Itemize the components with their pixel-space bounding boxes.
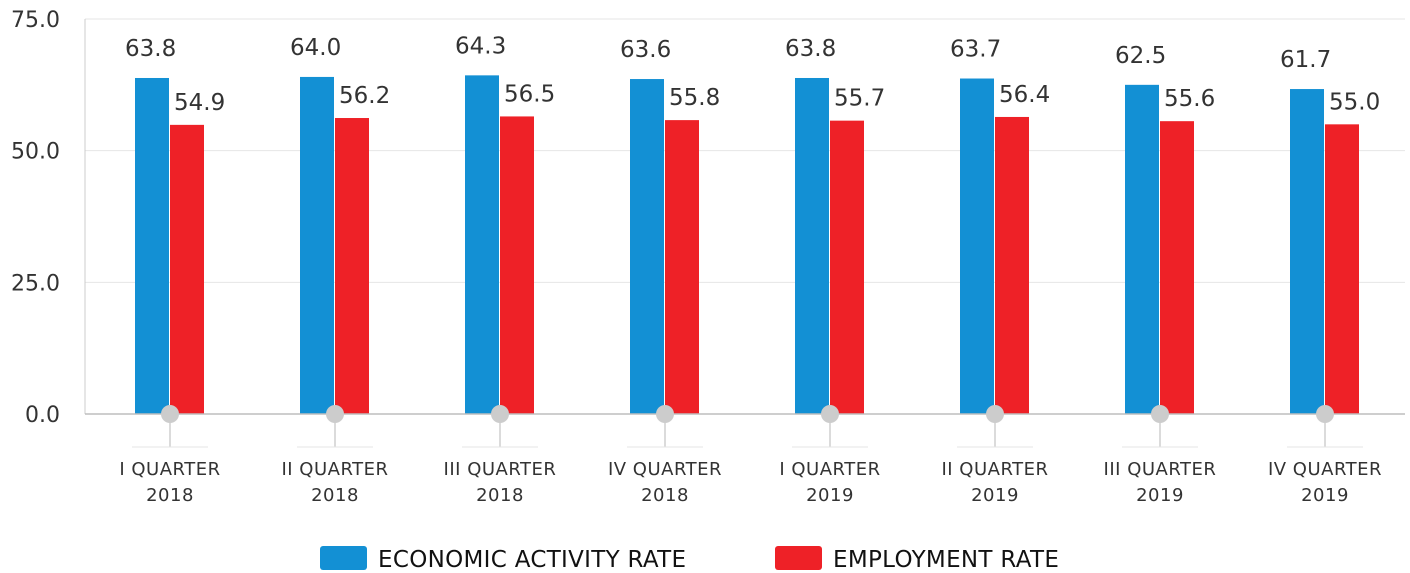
bars: 63.8 64.0 64.3 63.6 63.8 63.7 62.5 61.7 54.9 56.2…	[125, 33, 1380, 415]
x-tick-marker	[491, 405, 509, 423]
bar-employment	[1160, 121, 1194, 414]
x-tick-label: I QUARTER	[119, 459, 220, 480]
x-tick-label-year: 2018	[476, 485, 524, 506]
legend-label: EMPLOYMENT RATE	[833, 547, 1059, 573]
data-label: 64.3	[455, 33, 506, 59]
bar-economic-activity	[300, 76, 334, 414]
x-tick-label-year: 2019	[1136, 485, 1184, 506]
x-tick-label-year: 2018	[146, 485, 194, 506]
data-label: 61.7	[1280, 47, 1331, 73]
bar-employment	[830, 120, 864, 414]
bar-employment	[335, 118, 369, 414]
x-tick-label: IV QUARTER	[1268, 459, 1382, 480]
y-tick-label: 50.0	[11, 140, 60, 165]
data-label: 63.6	[620, 37, 671, 63]
x-tick-marker	[1151, 405, 1169, 423]
legend: ECONOMIC ACTIVITY RATE EMPLOYMENT RATE	[320, 546, 1059, 573]
y-axis: 0.0 25.0 50.0 75.0	[11, 8, 86, 428]
bar-employment	[1325, 124, 1359, 414]
x-tick-label: III QUARTER	[1104, 459, 1217, 480]
y-tick-label: 0.0	[25, 403, 60, 428]
x-tick-label-year: 2018	[641, 485, 689, 506]
bar-employment	[995, 116, 1029, 415]
bar-economic-activity	[795, 77, 829, 414]
data-label: 55.0	[1329, 89, 1380, 115]
x-tick-label: III QUARTER	[444, 459, 557, 480]
data-label: 63.7	[950, 37, 1001, 63]
legend-label: ECONOMIC ACTIVITY RATE	[378, 547, 686, 573]
x-tick-marker	[161, 405, 179, 423]
data-label: 56.5	[504, 81, 555, 107]
data-label: 55.8	[669, 85, 720, 111]
x-tick-label: II QUARTER	[281, 459, 388, 480]
x-tick-label-year: 2019	[971, 485, 1019, 506]
data-label: 54.9	[174, 90, 225, 116]
x-tick-marker	[1316, 405, 1334, 423]
y-tick-label: 75.0	[11, 8, 60, 33]
x-tick-marker	[986, 405, 1004, 423]
data-label: 62.5	[1115, 43, 1166, 69]
data-label: 63.8	[785, 36, 836, 62]
x-axis: I QUARTER 2018 II QUARTER 2018 III QUARTER 20…	[85, 405, 1405, 506]
x-tick-label-year: 2019	[1301, 485, 1349, 506]
data-label: 55.7	[834, 86, 885, 112]
data-label: 64.0	[290, 35, 341, 61]
gridlines	[85, 18, 1405, 283]
x-tick-label-year: 2018	[311, 485, 359, 506]
x-tick-label: I QUARTER	[779, 459, 880, 480]
data-label: 63.8	[125, 36, 176, 62]
y-tick-label: 25.0	[11, 271, 60, 296]
bar-employment	[500, 116, 534, 414]
bar-economic-activity	[465, 75, 499, 414]
bar-economic-activity	[1290, 89, 1324, 415]
data-label: 55.6	[1164, 86, 1215, 112]
data-label: 56.2	[339, 83, 390, 109]
legend-swatch	[320, 546, 367, 570]
data-label: 56.4	[999, 82, 1050, 108]
x-tick-marker	[821, 405, 839, 423]
bar-economic-activity	[135, 77, 169, 414]
x-tick-marker	[656, 405, 674, 423]
bar-economic-activity	[960, 78, 994, 414]
bar-employment	[170, 124, 204, 415]
bar-economic-activity	[1125, 84, 1159, 414]
x-tick-label: IV QUARTER	[608, 459, 722, 480]
bar-economic-activity	[630, 79, 664, 414]
x-tick-label: II QUARTER	[941, 459, 1048, 480]
legend-swatch	[775, 546, 822, 570]
x-tick-marker	[326, 405, 344, 423]
x-tick-label-year: 2019	[806, 485, 854, 506]
bar-employment	[665, 120, 699, 415]
